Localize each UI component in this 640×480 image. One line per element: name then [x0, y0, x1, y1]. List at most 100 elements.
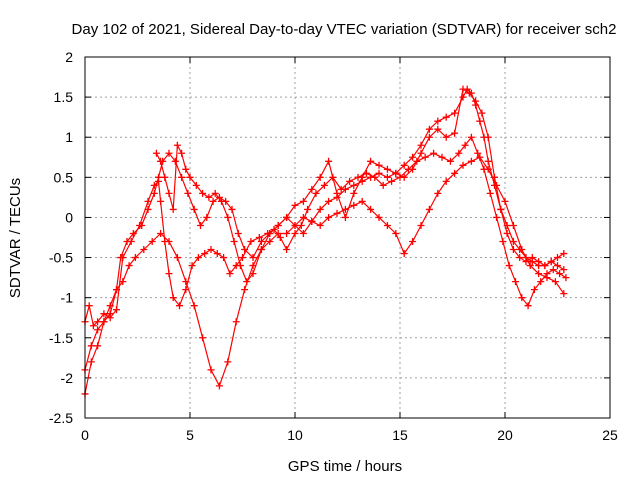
data-point-marker [291, 201, 299, 209]
data-point-marker [554, 262, 561, 270]
data-point-marker [161, 173, 169, 181]
data-point-marker [150, 189, 158, 197]
data-point-marker [509, 221, 517, 229]
data-point-marker [119, 278, 127, 286]
data-point-marker [425, 133, 433, 141]
data-point-marker [228, 205, 236, 213]
data-point-marker [276, 234, 284, 241]
data-point-marker [442, 113, 450, 121]
data-point-marker [129, 229, 137, 237]
data-series [81, 85, 570, 398]
data-point-marker [316, 221, 324, 229]
data-point-marker [192, 181, 200, 189]
axis-ticks: 0 5 10 15 20 25 -2.5 -2 -1.5 -1 -0.5 0 0.5 1 1.5 2 [49, 49, 618, 443]
data-point-marker [308, 217, 316, 225]
data-point-marker [522, 258, 530, 266]
y-tick-label: -1 [61, 290, 74, 306]
y-tick-label: 0.5 [54, 169, 74, 185]
data-point-marker [316, 173, 324, 181]
data-point-marker [113, 306, 120, 314]
data-point-marker [230, 238, 238, 246]
data-point-marker [255, 234, 263, 241]
data-point-marker [541, 262, 549, 270]
data-point-marker [100, 318, 108, 326]
data-point-marker [350, 201, 358, 209]
data-point-marker [171, 157, 179, 165]
data-point-marker [205, 193, 213, 201]
data-point-marker [312, 189, 320, 197]
data-point-marker [257, 238, 265, 246]
data-point-marker [367, 173, 375, 181]
data-point-marker [123, 238, 131, 246]
data-point-marker [497, 205, 505, 213]
data-point-marker [547, 258, 555, 266]
data-point-marker [434, 117, 442, 125]
data-point-marker [472, 97, 480, 105]
data-point-marker [239, 254, 246, 262]
data-point-marker [503, 229, 511, 237]
data-point-marker [505, 262, 513, 270]
data-point-marker [165, 189, 173, 197]
data-point-marker [325, 213, 333, 221]
y-tick-label: -0.5 [49, 250, 73, 266]
x-tick-label: 20 [497, 427, 513, 443]
data-point-marker [165, 238, 173, 246]
data-point-marker [442, 177, 450, 185]
series-1 [81, 133, 570, 330]
data-point-marker [512, 278, 519, 286]
data-point-marker [165, 149, 173, 157]
data-point-marker [392, 229, 400, 237]
data-point-marker [236, 262, 244, 270]
data-point-marker [85, 302, 93, 310]
data-point-marker [157, 197, 165, 205]
data-point-marker [207, 366, 215, 374]
x-tick-label: 25 [602, 427, 618, 443]
data-point-marker [249, 270, 257, 278]
data-point-marker [459, 161, 467, 169]
data-point-marker [218, 197, 225, 205]
data-point-marker [169, 205, 177, 213]
data-point-marker [173, 141, 181, 149]
data-point-marker [484, 157, 492, 165]
data-point-marker [89, 322, 97, 330]
data-point-marker [106, 310, 114, 318]
data-point-marker [199, 189, 207, 197]
data-point-marker [333, 189, 341, 197]
data-point-marker [274, 229, 282, 237]
data-point-marker [400, 161, 408, 169]
data-point-marker [215, 382, 223, 390]
data-point-marker [190, 205, 198, 213]
data-point-marker [434, 189, 442, 197]
data-point-marker [201, 250, 209, 258]
data-point-marker [113, 286, 120, 294]
data-point-marker [501, 197, 509, 205]
data-point-marker [434, 125, 442, 133]
y-tick-label: -2.5 [49, 410, 73, 426]
data-point-marker [383, 165, 391, 173]
data-point-marker [350, 181, 358, 189]
data-point-marker [213, 250, 221, 258]
data-point-marker [438, 153, 446, 161]
series-line [155, 88, 565, 283]
data-point-marker [173, 254, 181, 262]
data-point-marker [249, 254, 257, 262]
data-point-marker [562, 274, 570, 282]
data-point-marker [299, 197, 307, 205]
data-point-marker [551, 278, 559, 286]
y-axis-label: SDTVAR / TECUs [7, 178, 24, 298]
data-point-marker [375, 169, 383, 177]
data-point-marker [144, 197, 152, 205]
data-point-marker [446, 157, 454, 165]
data-point-marker [484, 133, 492, 141]
data-point-marker [417, 221, 425, 229]
data-point-marker [203, 213, 211, 221]
data-point-marker [474, 149, 482, 157]
series-2 [81, 85, 568, 374]
data-point-marker [243, 278, 251, 286]
series-4 [152, 85, 568, 286]
data-point-marker [283, 229, 291, 237]
data-point-marker [358, 197, 366, 205]
data-point-marker [442, 133, 450, 141]
data-point-marker [560, 266, 568, 274]
grid [85, 57, 610, 418]
